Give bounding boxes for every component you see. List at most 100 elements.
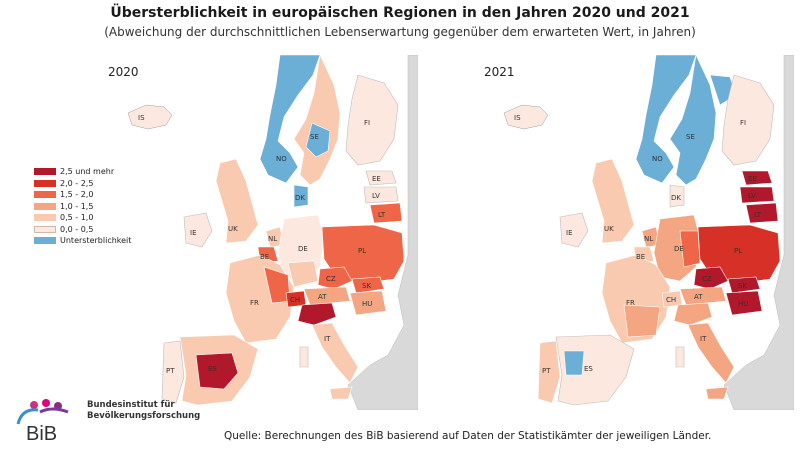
label-ch: CH [290,296,300,304]
region-norway [259,55,321,184]
label-be: BE [260,253,269,261]
label-cz: CZ [326,275,336,283]
region-finland [345,74,399,166]
label-cz: CZ [702,275,712,283]
region-germany-east [679,230,701,268]
label-fi: FI [740,119,746,127]
label-se: SE [686,133,695,141]
region-ireland [183,212,213,248]
logo-name-line2: Bevölkerungsforschung [87,411,201,421]
region-hungary [725,290,763,316]
label-uk: UK [604,225,614,233]
legend-label: Untersterblichkeit [60,236,132,246]
region-sicily [705,386,729,400]
label-no: NO [652,155,663,163]
label-hu: HU [362,300,372,308]
no-data-region [723,55,794,410]
region-czechia [693,266,729,290]
logo-dot-icon [42,399,50,407]
label-sk: SK [362,282,371,290]
label-dk: DK [295,194,305,202]
label-fr: FR [626,299,635,307]
bib-logo-mark: BiB [16,399,69,445]
label-nl: NL [268,235,277,243]
region-austria [679,286,727,306]
region-italy-north [673,302,713,326]
map-2021-svg: IS FI SE NO EE LV LT UK IE DK NL PL DE B… [503,55,794,410]
region-sweden-south [305,122,331,158]
label-de: DE [674,245,684,253]
region-hungary [349,290,387,316]
logo-arc-icon [39,407,69,414]
legend-swatch [34,237,56,245]
legend-item: 2,0 - 2,5 [34,178,154,190]
legend-swatch [34,168,56,176]
label-pl: PL [734,247,742,255]
label-se: SE [310,133,319,141]
label-ch: CH [666,296,676,304]
legend-swatch [34,214,56,222]
legend-swatch [34,179,56,187]
region-portugal [537,340,561,404]
label-ie: IE [566,229,573,237]
label-ee: EE [748,175,757,183]
legend-label: 0,5 - 1,0 [60,213,94,223]
bib-logo: BiB Bundesinstitut für Bevölkerungsforsc… [12,394,212,445]
region-lithuania [369,202,403,224]
region-estonia [365,170,397,186]
region-portugal [161,340,185,404]
region-italy-north [297,302,337,326]
source-note: Quelle: Berechnungen des BiB basierend a… [224,430,712,442]
region-spain-central [195,352,239,390]
region-norway [635,55,697,184]
label-dk: DK [671,194,681,202]
label-fi: FI [364,119,370,127]
page-title: Übersterblichkeit in europäischen Region… [110,5,690,21]
label-es: ES [208,365,217,373]
label-be: BE [636,253,645,261]
legend-swatch [34,225,56,233]
region-austria [303,286,351,306]
legend-swatch [34,191,56,199]
region-latvia [739,186,775,204]
legend-item: Untersterblichkeit [34,235,154,247]
region-italy [687,322,735,384]
label-ee: EE [372,175,381,183]
legend-label: 2,5 und mehr [60,167,115,177]
region-latvia [363,186,399,204]
legend-label: 1,5 - 2,0 [60,190,94,200]
label-lt: LT [378,211,386,219]
label-at: AT [318,293,327,301]
logo-dot-icon [30,401,38,409]
region-slovakia [727,276,761,294]
region-spain-west [563,350,585,376]
logo-arc-icon [16,408,39,425]
map-2020-svg: IS FI SE NO EE LV LT UK IE DK NL PL DE B… [127,55,418,410]
label-is: IS [138,114,145,122]
region-uk [591,158,635,244]
label-it: IT [324,335,331,343]
region-germany-south [287,260,319,288]
region-sweden [669,55,717,186]
region-iceland [503,104,549,130]
legend-item: 1,5 - 2,0 [34,189,154,201]
region-france-south [623,304,661,338]
label-nl: NL [644,235,653,243]
label-fr: FR [250,299,259,307]
logo-acronym: BiB [26,423,57,444]
legend-item: 0,5 - 1,0 [34,212,154,224]
region-ireland [559,212,589,248]
label-no: NO [276,155,287,163]
region-sicily [329,386,353,400]
region-sardinia [675,346,685,368]
label-pl: PL [358,247,366,255]
label-uk: UK [228,225,238,233]
label-is: IS [514,114,521,122]
label-pt: PT [542,367,551,375]
label-lt: LT [754,211,762,219]
region-finland [721,74,775,166]
region-sardinia [299,346,309,368]
legend-item: 0,0 - 0,5 [34,224,154,236]
region-uk [215,158,259,244]
label-pt: PT [166,367,175,375]
